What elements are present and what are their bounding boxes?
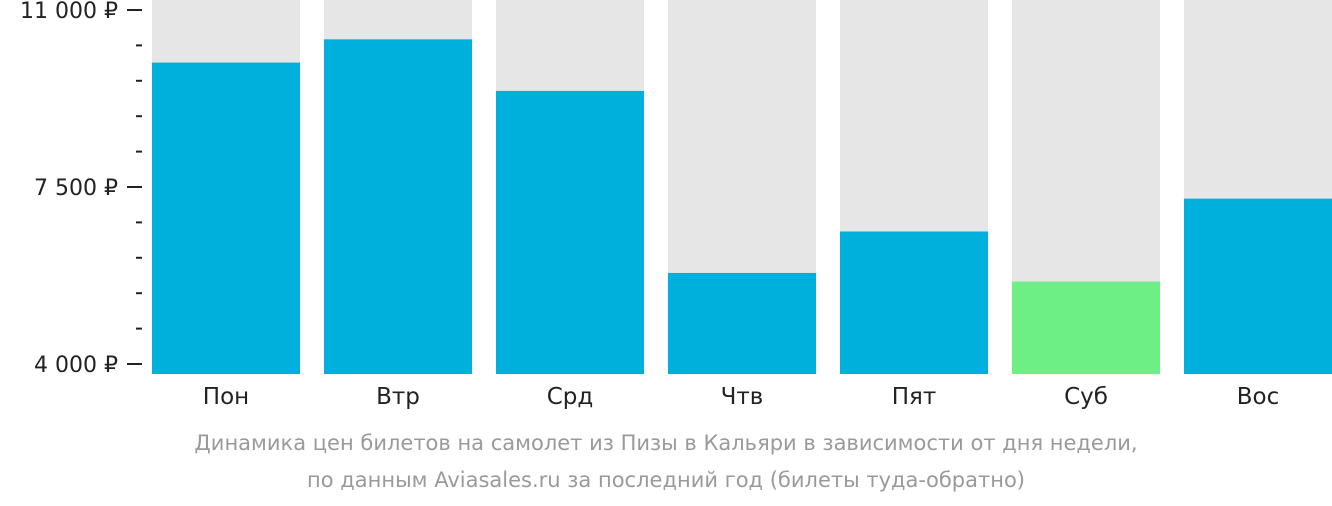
chart-caption-line-1: Динамика цен билетов на самолет из Пизы … [194, 431, 1138, 455]
y-tick-label-1: 7 500 ₽ [34, 176, 118, 201]
x-tick-label-5: Суб [1064, 384, 1108, 410]
x-tick-label-6: Вос [1237, 384, 1280, 410]
bar-2 [496, 90, 644, 375]
bar-3 [668, 272, 816, 374]
bar-4 [840, 231, 988, 374]
x-tick-label-1: Втр [376, 384, 420, 410]
x-tick-label-2: Срд [547, 384, 594, 410]
chart-caption-line-2: по данным Aviasales.ru за последний год … [307, 468, 1025, 492]
x-tick-label-3: Чтв [721, 384, 764, 410]
bar-6 [1184, 198, 1332, 374]
bar-0 [152, 62, 300, 374]
bar-1 [324, 39, 472, 375]
x-tick-label-4: Пят [892, 384, 937, 410]
x-tick-label-0: Пон [203, 384, 249, 410]
bar-5 [1012, 281, 1160, 374]
y-tick-label-2: 4 000 ₽ [34, 353, 118, 378]
y-tick-label-0: 11 000 ₽ [20, 0, 118, 24]
